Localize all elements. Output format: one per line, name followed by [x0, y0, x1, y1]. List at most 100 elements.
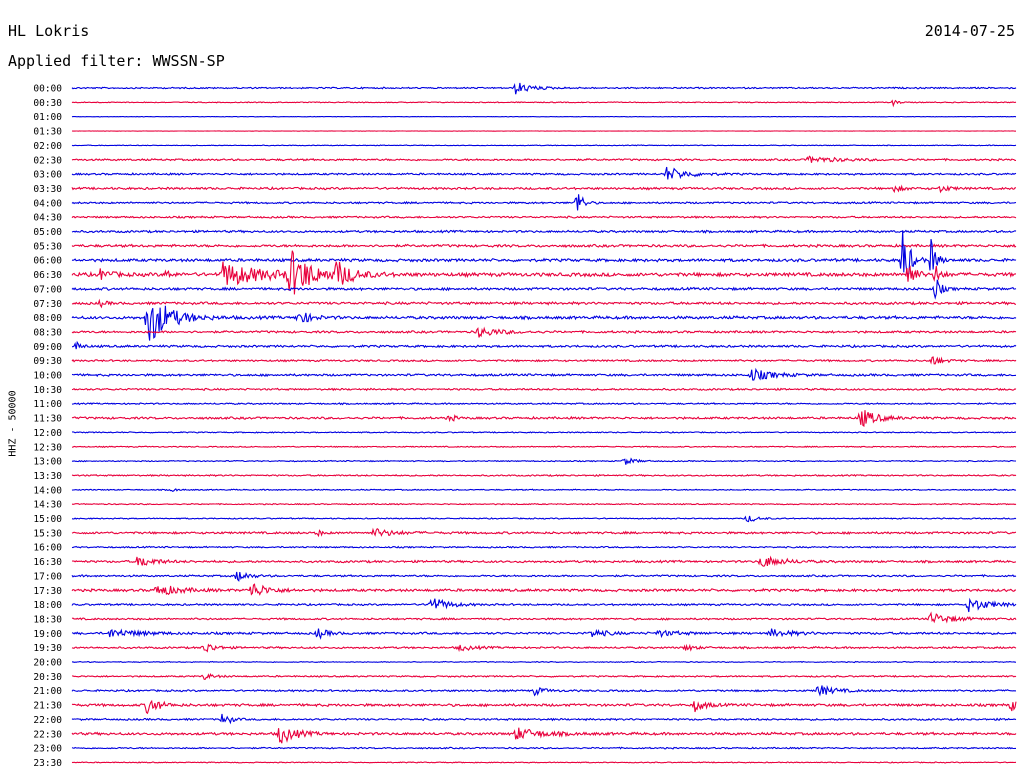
trace-line [71, 166, 1017, 180]
tick-label: 16:00 [33, 543, 62, 554]
tick-label: 09:30 [33, 356, 62, 367]
trace-line [71, 82, 1017, 95]
trace-line [71, 545, 1017, 549]
trace-line [71, 326, 1017, 338]
tick-label: 02:00 [33, 141, 62, 152]
tick-label: 04:00 [33, 198, 62, 209]
trace-line [71, 660, 1016, 664]
trace-line [71, 502, 1017, 506]
trace-line [71, 473, 1017, 478]
tick-label: 19:30 [33, 643, 62, 654]
tick-label: 09:00 [33, 342, 62, 353]
tick-label: 11:00 [33, 399, 62, 410]
trace-line [71, 673, 1017, 680]
tick-label: 23:30 [33, 758, 62, 769]
tick-label: 10:00 [33, 371, 62, 382]
trace-line [71, 194, 1017, 211]
trace-line [71, 583, 1016, 596]
trace-line [71, 527, 1017, 538]
trace-line [71, 250, 1016, 295]
trace-line [71, 488, 1017, 493]
trace-line [71, 387, 1017, 392]
tick-label: 05:30 [33, 241, 62, 252]
trace-line [71, 402, 1017, 406]
trace-line [71, 367, 1017, 381]
tick-label: 12:00 [33, 428, 62, 439]
trace-line [71, 746, 1016, 750]
trace-line [71, 515, 1017, 523]
tick-label: 13:30 [33, 471, 62, 482]
trace-line [71, 155, 1016, 163]
trace-line [71, 215, 1017, 220]
tick-label: 05:00 [33, 227, 62, 238]
tick-label: 14:00 [33, 485, 62, 496]
trace-line [71, 628, 1017, 640]
date-label: 2014-07-25 [924, 22, 1015, 40]
tick-label: 12:30 [33, 442, 62, 453]
trace-line [71, 571, 1017, 582]
trace-line [71, 298, 1017, 309]
tick-label: 07:00 [33, 284, 62, 295]
tick-label: 03:30 [33, 184, 62, 195]
trace-line [71, 555, 1017, 567]
tick-label: 07:30 [33, 299, 62, 310]
tick-label: 18:00 [33, 600, 62, 611]
trace-line [71, 184, 1016, 194]
trace-line [71, 230, 1017, 277]
tick-label: 16:30 [33, 557, 62, 568]
tick-label: 08:00 [33, 313, 62, 324]
tick-label: 10:30 [33, 385, 62, 396]
trace-line [72, 340, 1017, 350]
tick-label: 01:00 [33, 112, 62, 123]
trace-line [71, 761, 1017, 764]
tick-label: 13:00 [33, 457, 62, 468]
tick-label: 22:30 [33, 729, 62, 740]
tick-label: 23:00 [33, 744, 62, 755]
tick-label: 17:30 [33, 586, 62, 597]
seismogram-traces [71, 82, 1017, 764]
trace-line [71, 597, 1017, 613]
tick-label: 20:30 [33, 672, 62, 683]
trace-line [71, 611, 1017, 624]
tick-label: 20:00 [33, 658, 62, 669]
trace-line [71, 243, 1017, 249]
trace-line [71, 713, 1017, 725]
tick-label: 19:00 [33, 629, 62, 640]
tick-label: 03:00 [33, 170, 62, 181]
tick-label: 17:00 [33, 571, 62, 582]
trace-line [71, 643, 1017, 653]
trace-line [71, 410, 1017, 428]
trace-line [71, 684, 1017, 697]
tick-label: 06:00 [33, 256, 62, 267]
tick-label: 21:00 [33, 686, 62, 697]
tick-label: 06:30 [33, 270, 62, 281]
trace-line [71, 356, 1017, 365]
tick-label: 02:30 [33, 155, 62, 166]
tick-label: 22:00 [33, 715, 62, 726]
trace-line [71, 699, 1017, 715]
tick-label: 00:00 [33, 84, 62, 95]
trace-line [71, 305, 1017, 341]
trace-line [71, 279, 1017, 300]
tick-label: 14:30 [33, 500, 62, 511]
tick-labels: 00:00 00:30 01:00 01:30 02:00 02:30 03:00 03:30… [33, 84, 62, 769]
trace-line [71, 144, 1017, 147]
trace-line [71, 727, 1017, 744]
tick-label: 01:30 [33, 127, 62, 138]
trace-line [71, 445, 1017, 449]
trace-line [71, 99, 1017, 108]
trace-line [71, 229, 1017, 234]
tick-label: 15:00 [33, 514, 62, 525]
tick-label: 15:30 [33, 528, 62, 539]
filter-label: Applied filter: WWSSN-SP [8, 52, 225, 70]
tick-label: 11:30 [33, 414, 62, 425]
trace-line [71, 457, 1017, 465]
tick-label: 00:30 [33, 98, 62, 109]
station-title: HL Lokris [8, 22, 90, 40]
tick-label: 18:30 [33, 614, 62, 625]
tick-label: 04:30 [33, 213, 62, 224]
tick-label: 21:30 [33, 701, 62, 712]
tick-label: 08:30 [33, 327, 62, 338]
trace-line [71, 431, 1017, 434]
